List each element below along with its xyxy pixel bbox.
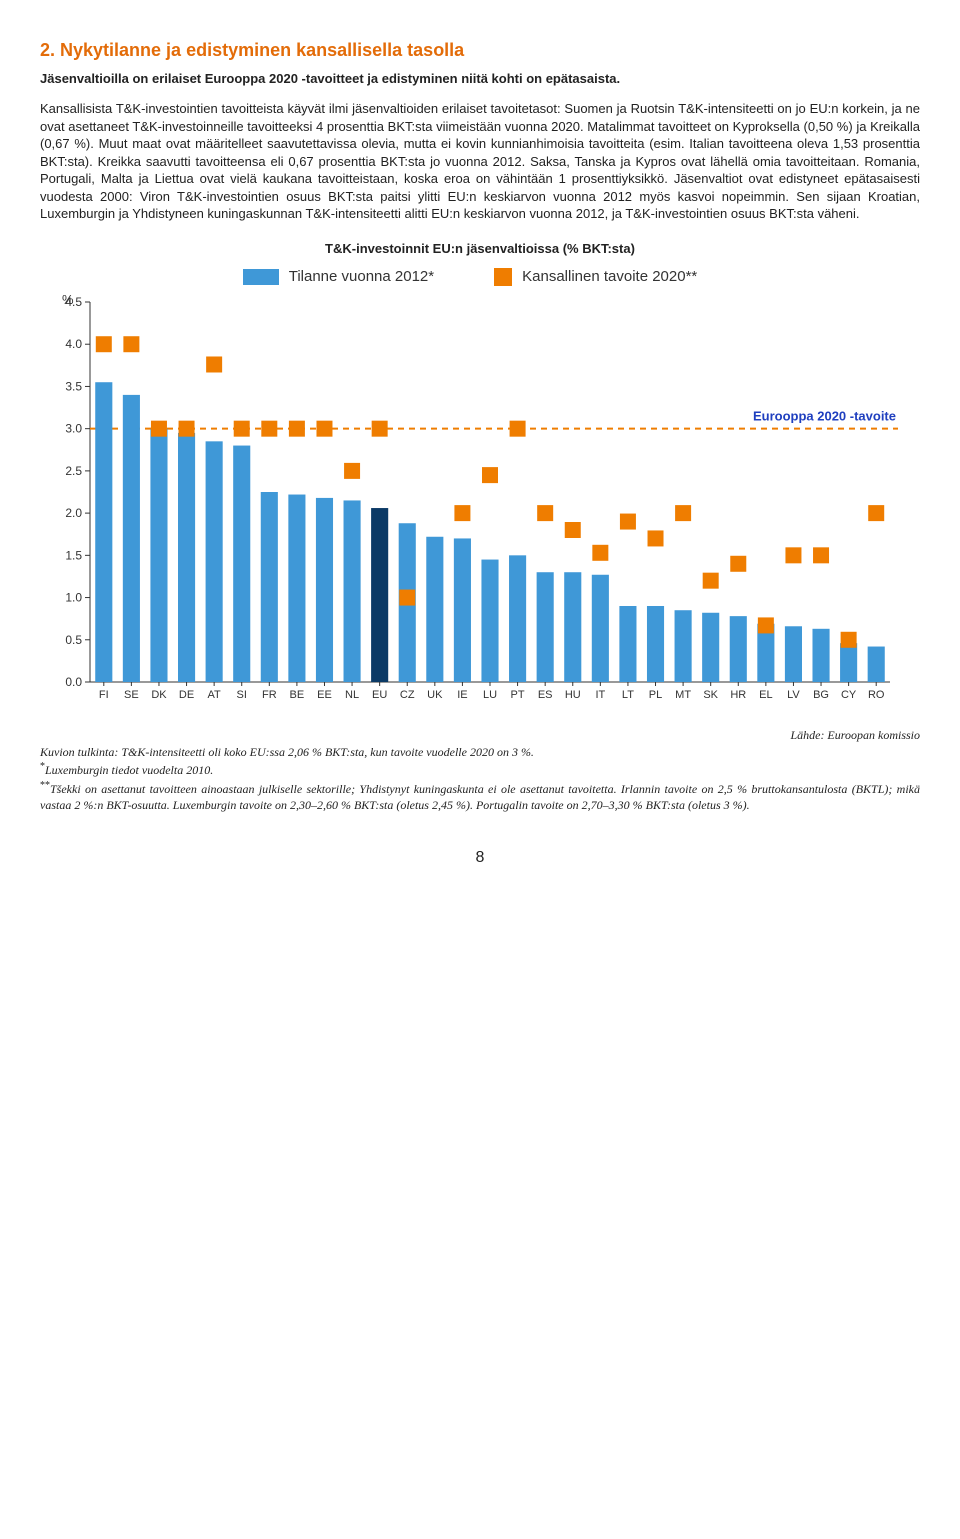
chart-title: T&K-investoinnit EU:n jäsenvaltioissa (%… (40, 241, 920, 256)
svg-text:4.0: 4.0 (65, 337, 82, 351)
svg-text:EE: EE (317, 689, 332, 701)
footnote-doublestar: **Tšekki on asettanut tavoitteen ainoast… (40, 779, 920, 813)
svg-text:AT: AT (208, 689, 222, 701)
svg-text:ES: ES (538, 689, 553, 701)
section-heading: 2. Nykytilanne ja edistyminen kansallise… (40, 40, 920, 61)
footnotes: Kuvion tulkinta: T&K-intensiteetti oli k… (40, 745, 920, 813)
svg-text:UK: UK (427, 689, 443, 701)
svg-text:MT: MT (675, 689, 691, 701)
svg-text:FR: FR (262, 689, 277, 701)
legend-label-2020: Kansallinen tavoite 2020** (522, 268, 697, 285)
svg-text:CZ: CZ (400, 689, 415, 701)
legend-label-2012: Tilanne vuonna 2012* (289, 268, 434, 285)
svg-text:BG: BG (813, 689, 829, 701)
svg-text:3.5: 3.5 (65, 379, 82, 393)
svg-text:DK: DK (151, 689, 167, 701)
chart-legend: Tilanne vuonna 2012* Kansallinen tavoite… (40, 268, 900, 286)
svg-text:EU: EU (372, 689, 387, 701)
svg-text:EL: EL (759, 689, 772, 701)
svg-text:RO: RO (868, 689, 885, 701)
page-number: 8 (40, 849, 920, 867)
svg-text:LV: LV (787, 689, 800, 701)
svg-text:LU: LU (483, 689, 497, 701)
legend-item-2020: Kansallinen tavoite 2020** (494, 268, 697, 286)
svg-text:NL: NL (345, 689, 359, 701)
section-subheading: Jäsenvaltioilla on erilaiset Eurooppa 20… (40, 71, 920, 86)
svg-text:0.0: 0.0 (65, 675, 82, 689)
legend-swatch-2020 (494, 268, 512, 286)
svg-text:IT: IT (595, 689, 605, 701)
chart-container: Tilanne vuonna 2012* Kansallinen tavoite… (40, 268, 900, 712)
svg-text:2.5: 2.5 (65, 464, 82, 478)
svg-text:2.0: 2.0 (65, 506, 82, 520)
svg-text:HU: HU (565, 689, 581, 701)
legend-swatch-2012 (243, 269, 279, 285)
svg-text:IE: IE (457, 689, 467, 701)
svg-text:1.5: 1.5 (65, 548, 82, 562)
svg-text:%: % (62, 292, 74, 307)
svg-text:SK: SK (703, 689, 718, 701)
chart-source: Lähde: Euroopan komissio (40, 728, 920, 743)
svg-text:Eurooppa 2020 -tavoite: Eurooppa 2020 -tavoite (753, 408, 896, 423)
body-paragraph: Kansallisista T&K-investointien tavoitte… (40, 100, 920, 223)
svg-text:SI: SI (237, 689, 247, 701)
svg-text:FI: FI (99, 689, 109, 701)
svg-text:PL: PL (649, 689, 662, 701)
svg-text:BE: BE (290, 689, 305, 701)
svg-text:1.0: 1.0 (65, 590, 82, 604)
svg-text:HR: HR (730, 689, 746, 701)
svg-text:DE: DE (179, 689, 194, 701)
svg-text:0.5: 0.5 (65, 633, 82, 647)
svg-text:SE: SE (124, 689, 139, 701)
legend-item-2012: Tilanne vuonna 2012* (243, 268, 434, 286)
footnote-star: *Luxemburgin tiedot vuodelta 2010. (40, 760, 920, 779)
footnote-interpretation: Kuvion tulkinta: T&K-intensiteetti oli k… (40, 745, 920, 761)
svg-text:LT: LT (622, 689, 634, 701)
svg-text:PT: PT (511, 689, 525, 701)
bar-chart: 0.00.51.01.52.02.53.03.54.04.5%Eurooppa … (40, 292, 900, 712)
svg-text:3.0: 3.0 (65, 421, 82, 435)
svg-text:CY: CY (841, 689, 857, 701)
